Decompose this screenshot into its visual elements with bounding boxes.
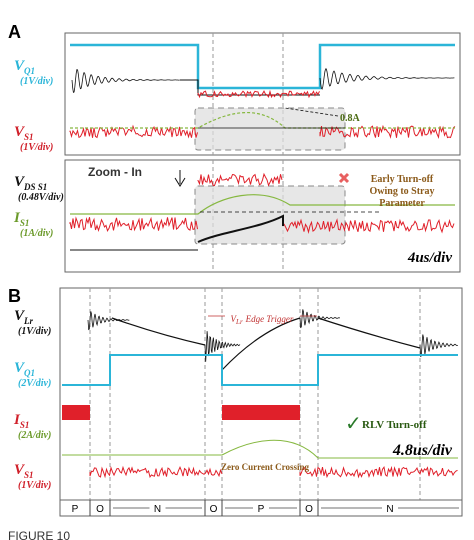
signal-label: VS1 bbox=[14, 124, 34, 142]
signal-scale: (1A/div) bbox=[20, 228, 53, 239]
signal-scale: (2V/div) bbox=[18, 378, 51, 389]
signal-label: VDS S1 bbox=[14, 174, 47, 192]
mode-label: N bbox=[154, 504, 161, 515]
annotation: RLV Turn-off bbox=[362, 419, 427, 431]
signal-label: IS1 bbox=[13, 412, 29, 430]
mode-label: O bbox=[305, 504, 313, 515]
mode-label: P bbox=[72, 504, 79, 515]
signal-label: IS1 bbox=[13, 210, 29, 228]
trigger-sub: Lr bbox=[235, 318, 243, 326]
signal-scale: (1V/div) bbox=[18, 480, 51, 491]
panel-label: B bbox=[8, 286, 21, 306]
annotation: Early Turn-off bbox=[371, 174, 434, 185]
time-scale: 4.8us/div bbox=[392, 442, 453, 459]
annotation: 0.8A bbox=[340, 113, 361, 124]
time-scale: 4us/div bbox=[407, 250, 453, 266]
zoom-box bbox=[195, 108, 345, 150]
caption: FIGURE 10 bbox=[8, 529, 70, 540]
annotation: Zero Current Crossing bbox=[221, 462, 310, 472]
signal-scale: (0.48V/div) bbox=[18, 192, 64, 203]
mode-label: O bbox=[96, 504, 104, 515]
signal-label: VLr bbox=[14, 308, 34, 326]
mode-label: P bbox=[258, 504, 265, 515]
signal-scale: (1V/div) bbox=[20, 142, 53, 153]
signal-label: VS1 bbox=[14, 462, 34, 480]
check-icon: ✓ bbox=[345, 411, 362, 435]
signal-label: VQ1 bbox=[14, 58, 35, 76]
waveform bbox=[222, 405, 300, 420]
annotation: Zoom - In bbox=[88, 165, 142, 179]
signal-scale: (1V/div) bbox=[18, 326, 51, 337]
mode-label: N bbox=[386, 504, 393, 515]
signal-scale: (2A/div) bbox=[18, 430, 51, 441]
trigger-text: Edge Trigger bbox=[245, 314, 294, 324]
waveform bbox=[62, 405, 90, 420]
annotation: Parameter bbox=[379, 198, 425, 209]
signal-scale: (1V/div) bbox=[20, 76, 53, 87]
annotation: Owing to Stray bbox=[370, 186, 435, 197]
figure: A B VQ1 (1V/div) VS1 (1V/div) VDS S1 (0.… bbox=[0, 0, 474, 540]
panel-label: A bbox=[8, 22, 21, 42]
mode-label: O bbox=[210, 504, 218, 515]
signal-label: VQ1 bbox=[14, 360, 35, 378]
